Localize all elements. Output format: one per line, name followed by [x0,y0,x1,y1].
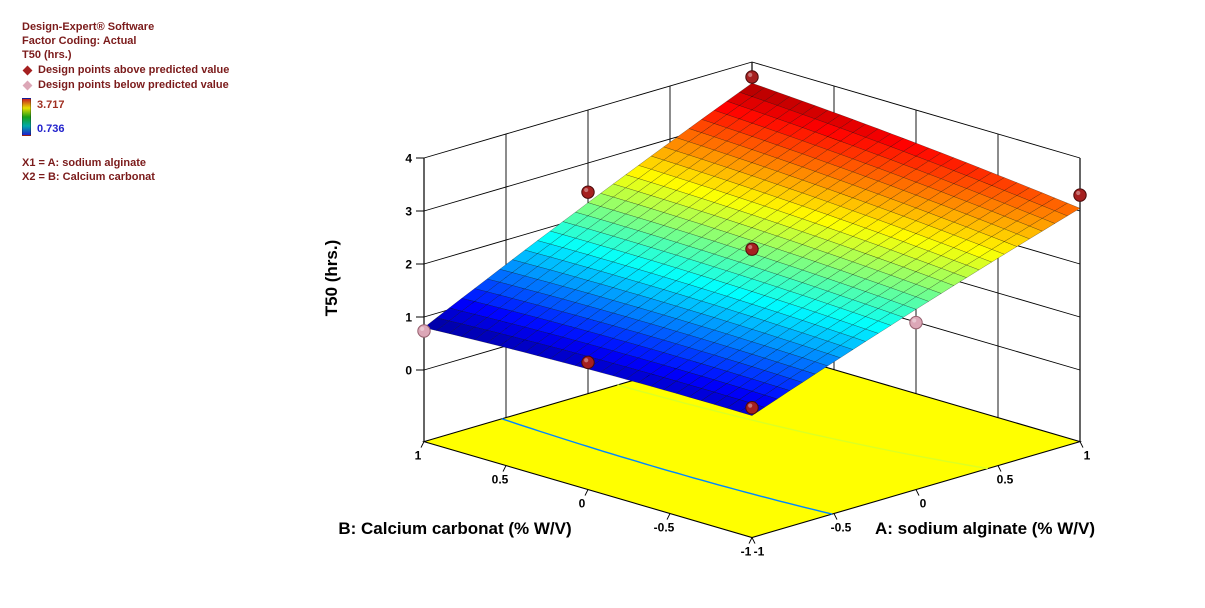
design-point-above [581,185,595,199]
response-surface [423,82,1081,416]
design-point-above [745,401,759,415]
z-tick-label: 2 [405,258,412,272]
legend-panel: Design-Expert® Software Factor Coding: A… [22,20,229,184]
legend-points-above: Design points above predicted value [22,63,229,77]
b-tick-label: 1 [415,449,422,463]
b-tick-label: 0.5 [492,473,509,487]
legend-response-name: T50 (hrs.) [22,49,72,61]
design-point-below [909,315,923,330]
b-tick-label: -1 [741,545,752,559]
b-tick-label: 0 [579,497,586,511]
z-tick-label: 4 [405,152,412,166]
design-point-above [745,70,759,84]
legend-software-title: Design-Expert® Software [22,21,155,33]
design-point-above [1073,188,1087,202]
design-point-below-icon [22,80,33,90]
design-point-below [417,324,431,338]
z-tick-label: 3 [405,205,412,219]
a-axis-title: A: sodium alginate (% W/V) [874,519,1096,538]
color-scale-min: 0.736 [37,123,65,135]
design-points [417,70,1087,415]
legend-points-below-label: Design points below predicted value [38,79,229,91]
legend-factor-coding: Factor Coding: Actual [22,35,137,47]
color-scale: 3.717 0.736 [22,98,229,136]
a-tick-label: -0.5 [831,521,852,535]
design-point-above-icon [22,65,33,75]
color-scale-max: 3.717 [37,99,65,111]
a-tick-label: -1 [754,545,765,559]
b-tick-label: -0.5 [654,521,675,535]
a-tick-label: 1 [1084,449,1091,463]
floor-contour-line [501,418,833,515]
z-tick-label: 1 [405,311,412,325]
axis-ticks: 0 1 2 3 4 1 0.5 0 -0.5 -1 -1 -0.5 0 0.5 1 [405,152,1090,559]
legend-points-below: Design points below predicted value [22,78,229,92]
design-point-above [745,242,759,256]
legend-points-above-label: Design points above predicted value [38,64,230,76]
floor-contour-line [617,384,988,470]
z-tick-label: 0 [405,364,412,378]
legend-x2-factor: X2 = B: Calcium carbonat [22,171,155,183]
b-axis-title: B: Calcium carbonat (% W/V) [338,519,572,538]
z-axis-title: T50 (hrs.) [322,239,341,317]
a-tick-label: 0 [920,497,927,511]
color-scale-bar [22,98,31,136]
design-point-above [581,355,595,370]
a-tick-label: 0.5 [997,473,1014,487]
legend-x1-factor: X1 = A: sodium alginate [22,157,146,169]
